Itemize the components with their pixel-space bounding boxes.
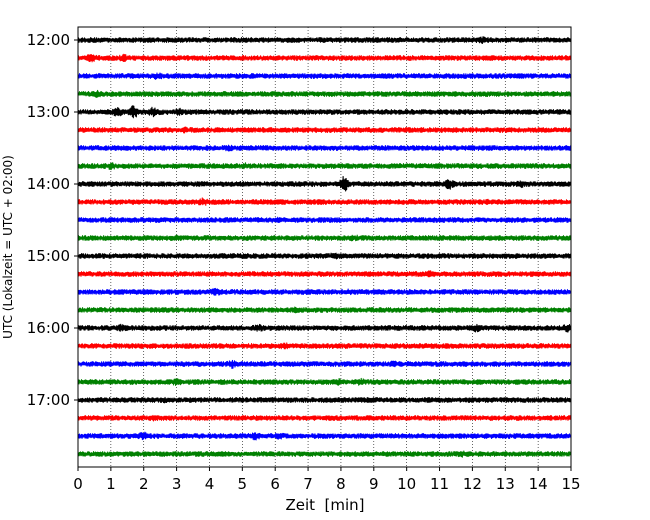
x-tick-label-1: 1 <box>106 475 116 493</box>
trace-6 <box>77 144 572 152</box>
trace-23 <box>77 450 572 458</box>
trace-12 <box>77 252 572 260</box>
x-axis-label: Zeit [min] <box>285 496 364 514</box>
trace-5 <box>77 126 572 134</box>
trace-19 <box>77 377 572 387</box>
trace-18 <box>77 359 572 370</box>
x-tick-label-10: 10 <box>397 475 416 493</box>
x-tick-label-7: 7 <box>303 475 313 493</box>
y-axis-ticks: 12:00 13:00 14:00 15:00 16:00 17:00 <box>27 31 78 409</box>
x-tick-label-14: 14 <box>529 475 548 493</box>
trace-1 <box>77 53 572 63</box>
trace-0 <box>77 36 572 45</box>
trace-7 <box>77 162 572 171</box>
x-tick-label-11: 11 <box>430 475 449 493</box>
vertical-gridlines <box>110 27 539 467</box>
trace-3 <box>77 89 572 98</box>
trace-9 <box>77 197 572 206</box>
y-tick-label-4: 16:00 <box>27 319 70 337</box>
trace-10 <box>77 216 572 224</box>
y-tick-label-2: 14:00 <box>27 175 70 193</box>
y-axis-label: UTC (Lokalzeit = UTC + 02:00) <box>1 155 15 339</box>
x-tick-label-3: 3 <box>172 475 182 493</box>
x-tick-label-6: 6 <box>270 475 280 493</box>
trace-8 <box>77 175 572 192</box>
trace-22 <box>77 431 572 441</box>
x-tick-label-15: 15 <box>561 475 580 493</box>
trace-15 <box>77 306 572 314</box>
x-tick-label-0: 0 <box>73 475 83 493</box>
trace-20 <box>77 396 572 404</box>
trace-13 <box>77 270 572 278</box>
trace-21 <box>77 414 572 422</box>
trace-11 <box>77 234 572 242</box>
y-tick-label-0: 12:00 <box>27 31 70 49</box>
x-tick-label-8: 8 <box>336 475 346 493</box>
trace-2 <box>77 72 572 80</box>
y-tick-label-1: 13:00 <box>27 103 70 121</box>
y-tick-label-5: 17:00 <box>27 391 70 409</box>
seismogram-traces <box>77 36 572 458</box>
x-tick-label-9: 9 <box>369 475 379 493</box>
x-tick-label-12: 12 <box>463 475 482 493</box>
trace-17 <box>77 342 572 350</box>
trace-16 <box>77 323 572 333</box>
plot-frame <box>77 26 572 468</box>
x-tick-label-4: 4 <box>205 475 215 493</box>
trace-4 <box>77 105 572 119</box>
x-axis-ticks: 0 1 2 3 4 5 6 7 8 9 10 11 12 13 14 15 <box>73 467 581 493</box>
x-tick-label-2: 2 <box>139 475 149 493</box>
trace-14 <box>77 287 572 296</box>
y-tick-label-3: 15:00 <box>27 247 70 265</box>
x-tick-label-5: 5 <box>238 475 248 493</box>
x-tick-label-13: 13 <box>496 475 515 493</box>
